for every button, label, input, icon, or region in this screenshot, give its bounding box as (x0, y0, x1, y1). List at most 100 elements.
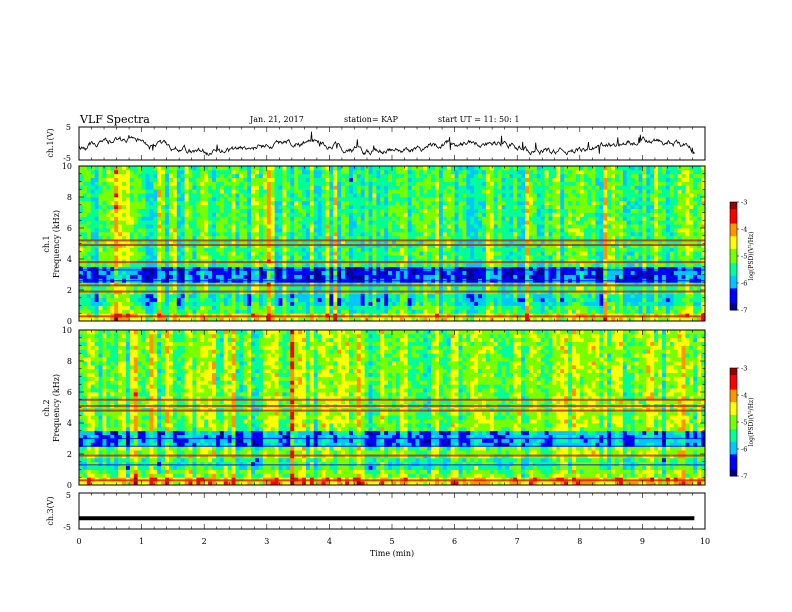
spectrogram-cell (466, 251, 471, 256)
spectrogram-cell (145, 193, 150, 198)
spectrogram-cell (125, 220, 131, 225)
spectrogram-cell (446, 173, 452, 179)
spectrogram-cell (489, 270, 495, 275)
spectrogram-cell (79, 286, 84, 291)
spectrogram-cell (395, 270, 401, 275)
spectrogram-cell (180, 173, 186, 179)
spectrogram-cell (411, 166, 416, 171)
spectrogram-cell (325, 301, 330, 306)
spectrogram-cell (180, 166, 186, 171)
spectrogram-cell (450, 239, 455, 244)
spectrogram-cell (215, 301, 221, 306)
spectrogram-cell (227, 309, 232, 314)
spectrogram-cell (294, 208, 299, 213)
spectrogram-cell (215, 169, 221, 175)
spectrogram-cell (505, 208, 510, 213)
spectrogram-cell (481, 169, 487, 175)
spectrogram-cell (192, 247, 197, 252)
spectrogram-cell (176, 286, 182, 291)
spectrogram-cell (90, 262, 96, 268)
spectrogram-cell (376, 266, 381, 272)
spectrogram-cell (360, 220, 366, 225)
spectrogram-cell (184, 200, 189, 206)
spectrogram-cell (481, 224, 487, 229)
spectrogram-cell (345, 177, 350, 182)
spectrogram-cell (560, 216, 565, 221)
spectrogram-cell (90, 286, 96, 291)
spectrogram-cell (560, 220, 565, 225)
spectrogram-cell (431, 235, 436, 241)
spectrogram-cell (133, 286, 139, 291)
spectrogram-cell (255, 189, 260, 194)
spectrogram-cell (368, 204, 373, 210)
spectrogram-cell (380, 216, 385, 221)
spectrogram-cell (509, 181, 514, 186)
spectrogram-cell (525, 185, 530, 190)
spectrogram-cell (446, 197, 452, 202)
spectrogram-cell (141, 224, 146, 229)
spectrogram-cell (251, 255, 256, 260)
spectrogram-cell (536, 193, 542, 198)
spectrogram-cell (153, 317, 158, 321)
spectrogram-cell (352, 189, 358, 194)
spectrogram-cell (94, 239, 99, 244)
spectrogram-cell (79, 216, 84, 221)
spectrogram-cell (528, 231, 534, 237)
spectrogram-cell (255, 235, 260, 241)
spectrogram-cell (364, 266, 369, 272)
spectrogram-cell (125, 231, 131, 237)
spectrogram-cell (388, 270, 393, 275)
spectrogram-cell (165, 297, 170, 303)
spectrogram-cell (525, 231, 530, 237)
spectrogram-cell (435, 181, 440, 186)
spectrogram-cell (262, 166, 268, 171)
spectrogram-cell (403, 301, 409, 306)
spectrogram-cell (274, 235, 279, 241)
spectrogram-cell (450, 270, 455, 275)
spectrogram-cell (528, 297, 534, 303)
spectrogram-cell (337, 169, 342, 175)
spectrogram-cell (309, 274, 315, 279)
spectrogram-cell (356, 177, 362, 182)
spectrogram-cell (102, 274, 107, 279)
spectrogram-cell (317, 309, 322, 314)
spectrogram-cell (286, 305, 291, 310)
spectrogram-cell (196, 270, 201, 275)
spectrogram-cell (431, 173, 436, 179)
spectrogram-cell (388, 193, 393, 198)
spectrogram-cell (442, 235, 448, 241)
spectrogram-cell (274, 309, 279, 314)
spectrogram-cell (125, 262, 131, 268)
spectrogram-cell (165, 301, 170, 306)
spectrogram-cell (196, 239, 201, 244)
spectrogram-cell (223, 235, 229, 241)
spectrogram-cell (325, 262, 330, 268)
spectrogram-cell (497, 185, 502, 190)
spectrogram-cell (372, 305, 377, 310)
spectrogram-cell (290, 286, 295, 291)
spectrogram-cell (204, 224, 209, 229)
spectrogram-cell (172, 255, 178, 260)
spectrogram-cell (129, 270, 135, 275)
spectrogram-cell (536, 216, 542, 221)
spectrogram-cell (505, 173, 510, 179)
spectrogram-cell (399, 169, 405, 175)
spectrogram-cell (544, 166, 549, 171)
spectrogram-cell (528, 216, 534, 221)
spectrogram-cell (251, 204, 256, 210)
spectrogram-cell (485, 185, 491, 190)
spectrogram-cell (227, 239, 232, 244)
spectrogram-cell (82, 286, 88, 291)
spectrogram-cell (446, 251, 452, 256)
spectrogram-cell (423, 309, 428, 314)
spectrogram-cell (388, 231, 393, 237)
spectrogram-cell (79, 239, 84, 244)
spectrogram-cell (282, 204, 287, 210)
spectrogram-cell (317, 200, 322, 206)
spectrogram-cell (380, 228, 385, 233)
spectrogram-cell (407, 177, 412, 182)
spectrogram-cell (86, 309, 92, 314)
spectrogram-cell (552, 255, 557, 260)
spectrogram-cell (388, 255, 393, 260)
spectrogram-cell (337, 166, 342, 171)
